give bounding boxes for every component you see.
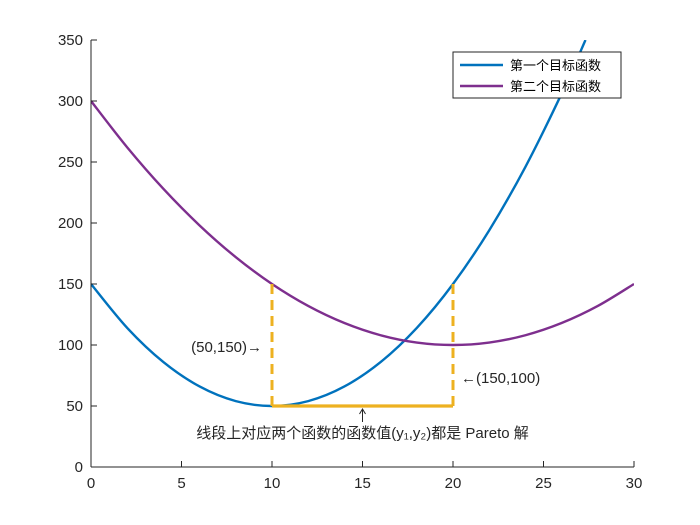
plot-area [91, 40, 634, 408]
annotations: (50,150)→ ←(150,100) 线段上对应两个函数的函数值(y₁,y₂)都… [191, 339, 540, 442]
annotation-left: (50,150)→ [191, 339, 262, 356]
y-tick-label: 150 [58, 276, 83, 293]
y-tick-label: 0 [75, 459, 83, 476]
y-tick-label: 300 [58, 93, 83, 110]
annotation-arrow-head [359, 408, 366, 415]
x-tick-label: 10 [264, 475, 281, 492]
x-tick-label: 25 [535, 475, 552, 492]
x-axis: 0 5 10 15 20 25 30 [87, 461, 643, 492]
x-tick-label: 0 [87, 475, 95, 492]
y-axis: 0 50 100 150 200 250 300 350 [58, 32, 97, 476]
annotation-bottom: 线段上对应两个函数的函数值(y₁,y₂)都是 Pareto 解 [196, 424, 529, 442]
y-tick-label: 100 [58, 337, 83, 354]
y-tick-label: 200 [58, 215, 83, 232]
series-line-2 [91, 100, 634, 347]
series-line-1 [91, 40, 587, 408]
legend-label-2: 第二个目标函数 [510, 80, 601, 95]
annotation-right: ←(150,100) [461, 370, 540, 387]
y-tick-label: 50 [66, 398, 83, 415]
x-tick-label: 20 [445, 475, 462, 492]
legend-box [452, 51, 622, 99]
x-tick-label: 15 [354, 475, 371, 492]
y-tick-label: 250 [58, 154, 83, 171]
x-tick-label: 5 [177, 475, 185, 492]
legend-label-1: 第一个目标函数 [510, 59, 601, 74]
x-tick-label: 30 [626, 475, 643, 492]
y-tick-label: 350 [58, 32, 83, 49]
